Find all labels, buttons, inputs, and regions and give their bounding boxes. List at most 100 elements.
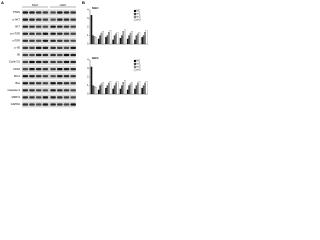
blot-band <box>57 18 63 21</box>
blot-label: Bax <box>16 81 21 85</box>
blot-band <box>22 39 29 42</box>
bar <box>115 82 117 95</box>
bar <box>99 35 101 45</box>
y-tick-label: 0 <box>87 43 89 46</box>
blot-band <box>70 103 76 106</box>
blot-band <box>63 96 70 99</box>
blot-band <box>29 89 35 92</box>
blot-band <box>22 68 29 71</box>
blot-band <box>35 68 42 71</box>
blot-band <box>35 96 42 99</box>
blot-band <box>35 25 42 28</box>
bar <box>131 82 133 95</box>
blot-band <box>70 68 76 71</box>
legend-label: NC <box>137 60 141 63</box>
blot-band <box>70 82 76 85</box>
bar <box>112 39 114 45</box>
bar <box>141 87 144 95</box>
blot-band <box>70 39 76 42</box>
blot-strip <box>22 30 76 37</box>
bar <box>116 81 119 95</box>
blot-band <box>42 53 49 57</box>
blot-band <box>35 53 42 57</box>
bar <box>128 85 130 95</box>
bar <box>137 82 139 95</box>
blot-label: AKT <box>15 24 20 28</box>
blot-band <box>42 11 49 14</box>
bar <box>93 86 96 95</box>
bar <box>102 31 104 45</box>
blot-band <box>50 60 56 64</box>
blot-label: GAPDH <box>11 102 20 106</box>
blot-band <box>70 46 76 49</box>
blot-band <box>29 82 35 85</box>
bar <box>116 32 119 45</box>
blot-strip <box>22 66 76 73</box>
blot-band <box>29 25 35 28</box>
blot-band <box>50 46 56 49</box>
blot-band <box>35 60 42 64</box>
legend-swatch <box>133 12 137 16</box>
bar <box>141 37 144 45</box>
blot-band <box>70 60 76 64</box>
blot-strip <box>22 44 76 51</box>
blot-band <box>29 32 35 35</box>
blot-band <box>35 103 42 106</box>
blot-band <box>63 39 70 42</box>
bar <box>129 32 132 45</box>
bar <box>102 82 104 95</box>
blot-band <box>63 53 70 57</box>
blot-band <box>50 75 56 78</box>
legend-swatch <box>133 68 137 72</box>
blot-label: p-mTOR <box>10 31 20 35</box>
bar <box>138 81 141 95</box>
legend-label: si-1 <box>137 63 142 66</box>
blot-band <box>50 82 56 85</box>
bar <box>115 33 117 45</box>
blot-band <box>57 11 63 14</box>
blot-band <box>57 39 63 42</box>
blot-label: p-S6 <box>15 46 21 50</box>
blot-label: mTOR <box>12 39 20 43</box>
bar <box>121 85 123 95</box>
blot-band <box>29 68 35 71</box>
blot-band <box>70 53 76 57</box>
blot-label: MMP-9 <box>12 95 21 99</box>
bar <box>92 85 94 95</box>
bar <box>145 81 148 95</box>
blot-label: p-AKT <box>13 17 21 21</box>
blot-band <box>22 53 29 57</box>
bar <box>113 85 116 95</box>
bar <box>105 37 107 45</box>
blot-band <box>57 96 63 99</box>
legend-swatch <box>133 59 137 63</box>
bar <box>108 82 110 95</box>
blot-band <box>63 82 70 85</box>
bar <box>108 32 110 45</box>
bar <box>134 39 136 45</box>
blot-band <box>29 18 35 21</box>
blot-label: S6 <box>17 53 21 57</box>
blot-band <box>42 96 49 99</box>
bar <box>126 89 129 95</box>
blot-band <box>57 68 63 71</box>
blot-label: CDK4 <box>13 67 20 71</box>
bar <box>142 85 145 95</box>
blot-band <box>70 96 76 99</box>
blot-band <box>42 32 49 35</box>
blot-band <box>42 82 49 85</box>
legend-label: si-2 <box>137 66 142 69</box>
blot-strip <box>22 16 76 23</box>
blot-strip <box>22 94 76 101</box>
bar <box>138 32 141 45</box>
blot-band <box>29 11 35 14</box>
bar <box>100 83 103 95</box>
bar <box>106 85 109 95</box>
blot-band <box>42 75 49 78</box>
blot-band <box>22 103 29 106</box>
blot-label: Caspase-3 <box>7 88 20 92</box>
blot-label: Bcl-2 <box>14 74 20 78</box>
blot-band <box>29 75 35 78</box>
blot-band <box>70 25 76 28</box>
blot-band <box>50 39 56 42</box>
